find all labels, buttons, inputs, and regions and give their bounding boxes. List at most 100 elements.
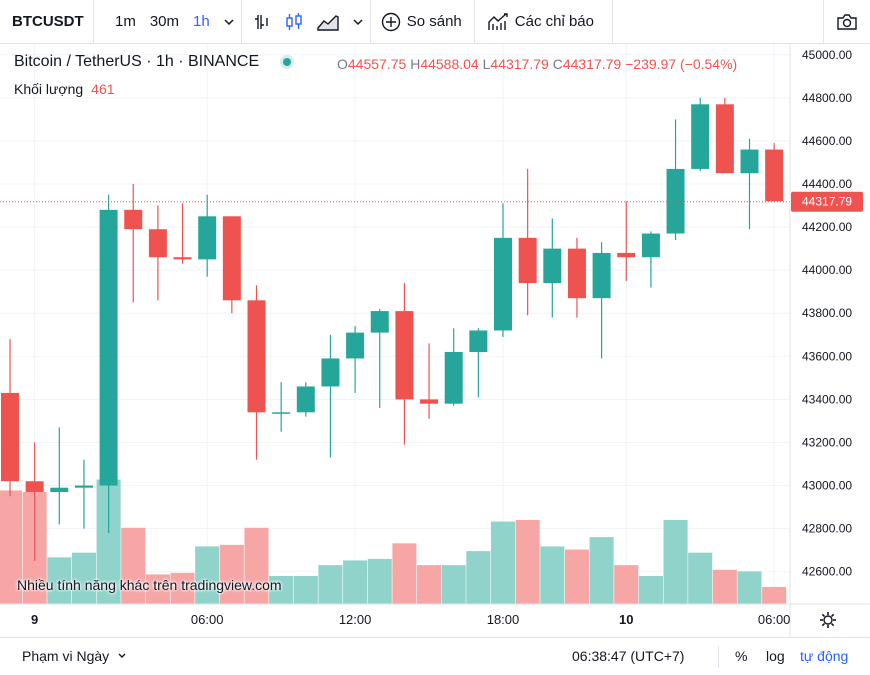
price-tick-label: 44000.00: [802, 263, 852, 277]
candle-body[interactable]: [222, 216, 241, 301]
candle-body[interactable]: [420, 399, 439, 404]
candle-body[interactable]: [691, 104, 710, 169]
candle-body[interactable]: [740, 149, 759, 174]
volume-bar: [318, 565, 343, 604]
candle-body[interactable]: [617, 252, 636, 258]
candle-body[interactable]: [148, 229, 167, 258]
interval-1h-button[interactable]: 1h: [193, 13, 210, 30]
volume-bar: [688, 552, 713, 604]
top-toolbar: BTCUSDT 1m 30m 1h So sánh Các chỉ báo: [0, 0, 870, 44]
chevron-down-icon[interactable]: [346, 0, 370, 44]
time-tick-label: 06:00: [191, 612, 224, 627]
volume-bar: [71, 552, 96, 604]
auto-scale-toggle[interactable]: tự động: [800, 648, 849, 664]
candle-body[interactable]: [296, 386, 315, 413]
interval-1m-button[interactable]: 1m: [115, 13, 136, 30]
candle-body[interactable]: [494, 237, 512, 331]
candle-body[interactable]: [247, 300, 266, 413]
change-value: −239.97 (−0.54%): [625, 56, 738, 72]
range-selector[interactable]: Phạm vi Ngày: [22, 648, 127, 664]
volume-legend: Khối lượng 461: [14, 81, 115, 97]
volume-bar: [392, 543, 417, 604]
price-tick-label: 43600.00: [802, 349, 852, 363]
symbol-title[interactable]: Bitcoin / TetherUS · 1h · BINANCE: [14, 53, 260, 70]
price-chart[interactable]: 42600.00 42800.00 43000.00 43200.00 43400.00…: [0, 44, 870, 637]
clock-readout[interactable]: 06:38:47 (UTC+7): [572, 648, 685, 664]
candle-body[interactable]: [592, 252, 611, 299]
symbol-button[interactable]: BTCUSDT: [12, 13, 84, 30]
area-style-icon[interactable]: [310, 0, 346, 44]
price-tick-label: 45000.00: [802, 48, 852, 62]
price-tick-label: 44800.00: [802, 91, 852, 105]
market-status-dot: [283, 58, 292, 66]
candle-body[interactable]: [543, 248, 562, 284]
candle-body[interactable]: [272, 412, 291, 414]
candle-body[interactable]: [765, 149, 784, 202]
volume-bar: [564, 549, 589, 604]
log-toggle[interactable]: log: [766, 648, 785, 664]
candle-body[interactable]: [25, 481, 44, 492]
percent-toggle[interactable]: %: [735, 648, 748, 664]
volume-label[interactable]: Khối lượng: [14, 81, 84, 97]
candle-body[interactable]: [395, 311, 414, 400]
last-price-badge: [791, 191, 863, 212]
volume-bar: [614, 565, 639, 604]
bottom-bar: Phạm vi Ngày 06:38:47 (UTC+7) % log tự đ…: [0, 637, 870, 675]
volume-bar: [466, 551, 491, 604]
price-tick-label: 43800.00: [802, 306, 852, 320]
candle-body[interactable]: [641, 233, 660, 258]
candle-body[interactable]: [518, 237, 537, 284]
volume-bar: [663, 520, 688, 604]
low-key: L: [482, 56, 491, 72]
time-tick-label: 18:00: [487, 612, 520, 627]
candle-body[interactable]: [99, 209, 118, 486]
volume-bar: [712, 569, 737, 604]
time-tick-label: 10: [619, 612, 633, 627]
gear-icon[interactable]: [820, 612, 836, 628]
volume-bar: [170, 572, 195, 604]
toolbar-divider: [823, 0, 824, 44]
open-key: O: [337, 56, 348, 72]
chevron-down-icon[interactable]: [217, 0, 241, 44]
candle-body[interactable]: [370, 311, 389, 333]
candle-body[interactable]: [173, 257, 192, 260]
candle-body[interactable]: [567, 248, 586, 299]
candle-body[interactable]: [124, 209, 143, 230]
candle-body[interactable]: [74, 485, 93, 488]
candle-body[interactable]: [50, 487, 69, 492]
indicators-button[interactable]: Các chỉ báo: [475, 0, 600, 44]
time-tick-label: 06:00: [758, 612, 791, 627]
price-tick-label: 42800.00: [802, 522, 852, 536]
plus-circle-icon: [381, 12, 400, 31]
ohlc-values: O44557.75 H44588.04 L44317.79 C44317.79 …: [337, 56, 737, 72]
toolbar-divider: [611, 0, 613, 44]
volume-bar: [0, 490, 23, 604]
volume-bar: [441, 565, 466, 604]
compare-label: So sánh: [406, 13, 462, 30]
indicators-icon: [488, 12, 508, 30]
open-value: 44557.75: [347, 56, 407, 72]
watermark-link[interactable]: Nhiều tính năng khác trên tradingview.co…: [17, 577, 282, 593]
candle-body[interactable]: [444, 352, 463, 404]
volume-bar: [367, 558, 392, 604]
compare-button[interactable]: So sánh: [371, 0, 474, 44]
candle-body[interactable]: [1, 392, 19, 482]
volume-bar: [145, 574, 170, 604]
high-key: H: [410, 56, 421, 72]
low-value: 44317.79: [490, 56, 549, 72]
bar-style-icon[interactable]: [242, 0, 278, 44]
toolbar-divider: [240, 0, 242, 44]
range-label: Phạm vi Ngày: [22, 648, 110, 664]
candle-body[interactable]: [198, 216, 217, 260]
candle-body[interactable]: [321, 358, 340, 387]
volume-bar: [490, 521, 516, 604]
volume-bar: [293, 576, 318, 604]
candle-body[interactable]: [715, 104, 734, 174]
volume-bar: [589, 537, 614, 604]
candle-style-icon[interactable]: [278, 0, 310, 44]
candle-body[interactable]: [346, 332, 365, 359]
price-tick-label: 44600.00: [802, 134, 852, 148]
interval-30m-button[interactable]: 30m: [149, 13, 180, 30]
candle-body[interactable]: [469, 330, 488, 352]
camera-icon[interactable]: [824, 0, 870, 44]
